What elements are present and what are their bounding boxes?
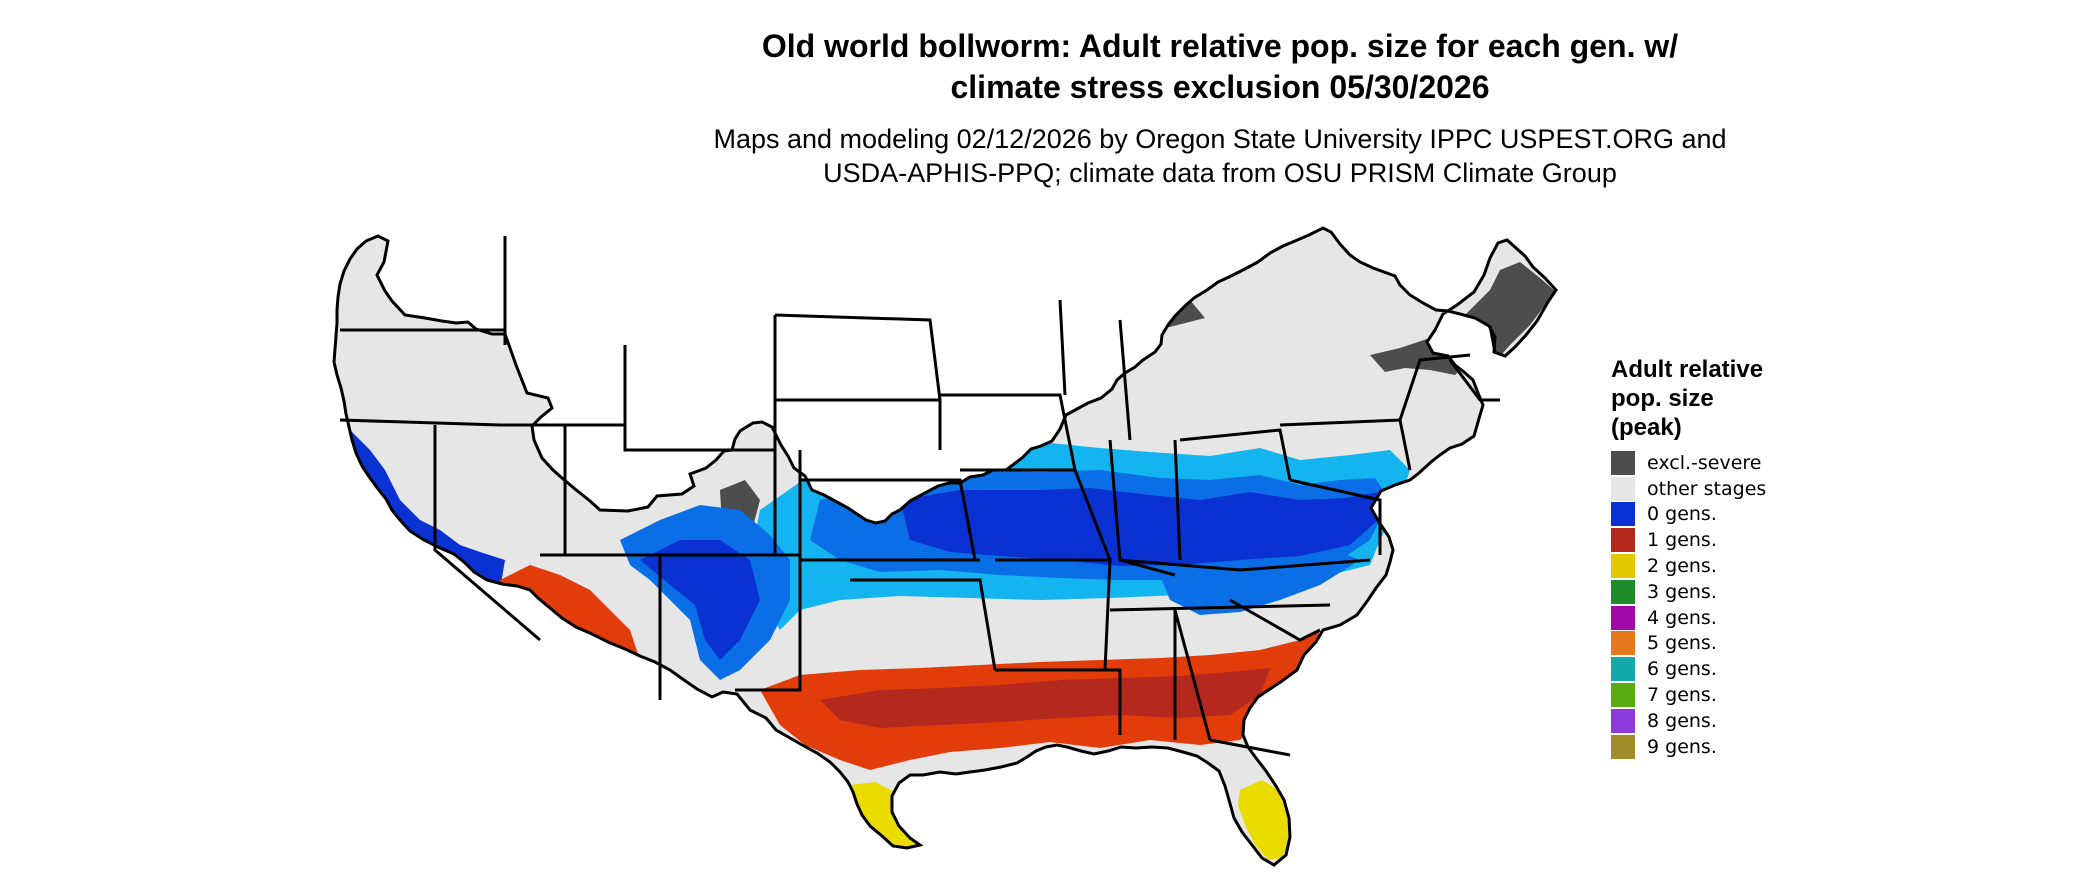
legend-label: excl.-severe [1647,451,1762,474]
legend-label: 1 gens. [1647,529,1717,552]
legend-label: 7 gens. [1647,684,1717,707]
border-al-ga [1173,609,1212,741]
border-ny [1398,353,1471,421]
blue-southwest-core [640,540,760,660]
legend-label: 3 gens. [1647,580,1717,603]
legend-swatch [1611,579,1635,604]
legend-swatch [1611,554,1635,579]
legend-swatch [1611,683,1635,708]
excluded-wyoming-region [630,340,685,420]
border-ia [940,393,1077,471]
legend-title: Adult relative pop. size (peak) [1611,356,1764,441]
border-ky-tn [1119,558,1371,572]
legend: Adult relative pop. size (peak) excl.-se… [1611,355,1871,760]
map-subtitle-line-1: Maps and modeling 02/12/2026 by Oregon S… [713,124,1727,154]
legend-label: 9 gens. [1647,735,1717,758]
legend-label: 4 gens. [1647,606,1717,629]
legend-swatch [1611,734,1635,759]
map-title: Old world bollworm: Adult relative pop. … [0,26,2100,108]
legend-label: 6 gens. [1647,658,1717,681]
legend-item-2-gens: 2 gens. [1611,553,1871,579]
blue-appalachian-region [1160,552,1360,615]
map-fill-regions [334,228,1556,865]
map-subtitle: Maps and modeling 02/12/2026 by Oregon S… [0,122,2100,190]
legend-item-5-gens: 5 gens. [1611,631,1871,657]
border-tn-south [1109,603,1331,612]
legend-item-3-gens: 3 gens. [1611,579,1871,605]
border-ga-sc [1229,598,1321,642]
border-in [1173,439,1182,561]
border-co-nm-tx [735,450,802,692]
border-vt-nh [1488,325,1497,353]
border-ar [995,558,1112,671]
legend-swatch [1611,476,1635,501]
border-ok-tx [850,578,997,671]
legend-item-1-gens: 1 gens. [1611,527,1871,553]
border-new-england [1448,359,1500,402]
border-ga-fl [1209,738,1291,757]
border-mt-nd [774,313,942,401]
legend-items: excl.-severe other stages 0 gens. 1 gens… [1611,450,1871,760]
border-id-wy [623,345,775,452]
legend-swatch [1611,657,1635,682]
dark-red-gulf-core [820,668,1270,728]
legend-label: 5 gens. [1647,632,1717,655]
border-ne-ks [800,478,977,561]
cold-blue-core [900,488,1380,566]
border-or-ca [339,418,501,427]
legend-item-other-stages: other stages [1611,476,1871,502]
border-mo [960,468,1112,561]
legend-item-8-gens: 8 gens. [1611,708,1871,734]
legend-swatch [1611,502,1635,527]
map-title-line-1: Old world bollworm: Adult relative pop. … [761,28,1679,64]
legend-swatch [1611,528,1635,553]
excluded-northern-plains-region [780,228,1205,360]
yellow-south-texas-region [850,782,925,858]
map-subtitle-line-2: USDA-APHIS-PPQ; climate data from OSU PR… [823,158,1617,188]
legend-item-0-gens: 0 gens. [1611,502,1871,528]
legend-item-6-gens: 6 gens. [1611,656,1871,682]
legend-label: 8 gens. [1647,709,1717,732]
legend-swatch [1611,631,1635,656]
border-wv-va [1289,478,1382,555]
legend-label: 2 gens. [1647,555,1717,578]
legend-item-9-gens: 9 gens. [1611,734,1871,760]
map-title-line-2: climate stress exclusion 05/30/2026 [950,69,1490,105]
legend-item-4-gens: 4 gens. [1611,605,1871,631]
legend-swatch [1611,708,1635,733]
legend-swatch [1611,450,1635,475]
border-ca-nv [433,425,541,642]
border-oh [1179,428,1292,481]
yellow-florida-region [1238,780,1290,860]
border-mn-wi [1058,299,1067,396]
legend-item-excl-severe: excl.-severe [1611,450,1871,476]
border-nd-sd [775,398,942,450]
state-borders [332,226,1558,867]
legend-label: other stages [1647,477,1767,500]
legend-swatch [1611,605,1635,630]
border-wi-il [1118,319,1132,441]
border-la-ms [995,668,1122,735]
blue-california-region [350,430,505,600]
legend-label: 0 gens. [1647,503,1717,526]
legend-item-7-gens: 7 gens. [1611,682,1871,708]
